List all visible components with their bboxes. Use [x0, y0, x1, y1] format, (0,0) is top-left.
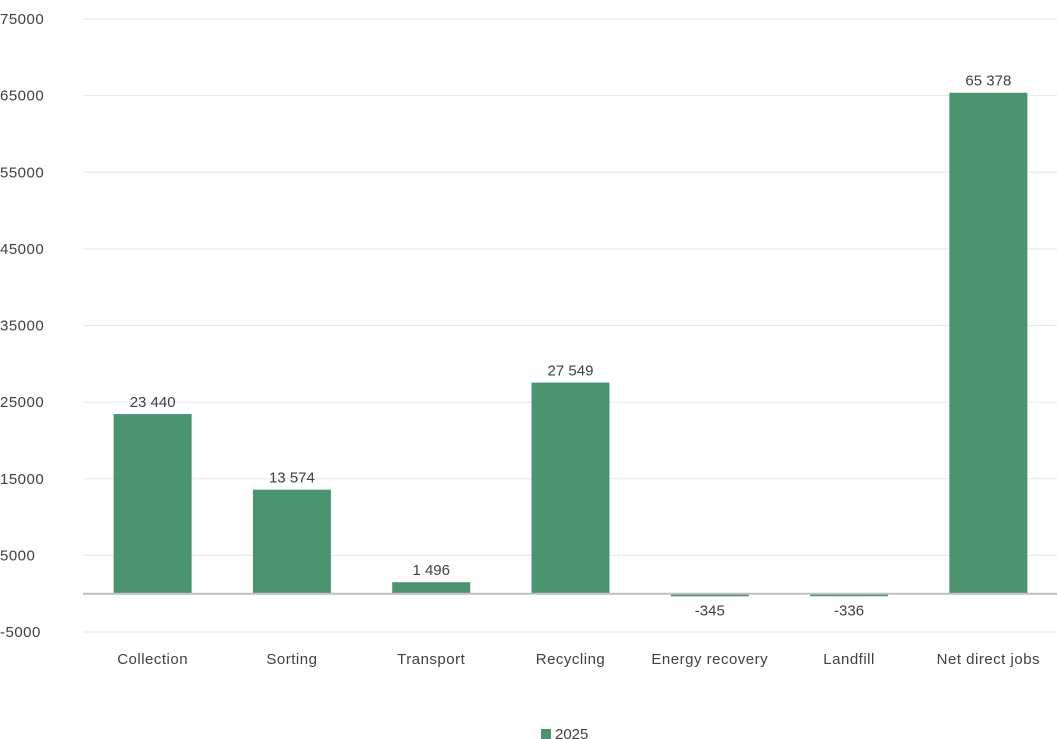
category-label: Energy recovery — [651, 651, 768, 668]
data-label: -345 — [695, 603, 725, 620]
gridlines — [83, 18, 1057, 633]
y-tick-label: 25000 — [0, 394, 44, 411]
category-label: Sorting — [266, 651, 317, 668]
data-labels: 23 440 13 574 1 496 27 549 -345 -336 65 378 — [130, 73, 1012, 620]
bar — [949, 92, 1028, 594]
bar — [810, 593, 889, 597]
y-tick-label: -5000 — [0, 624, 41, 641]
data-label: -336 — [834, 603, 864, 620]
category-label: Recycling — [536, 651, 606, 668]
bar — [113, 414, 192, 594]
y-tick-label: 75000 — [0, 11, 44, 28]
category-label: Net direct jobs — [937, 651, 1040, 668]
category-label: Landfill — [823, 651, 875, 668]
y-axis-ticks: -5000 5000 15000 25000 35000 45000 55000 65000 7… — [0, 11, 44, 641]
data-label: 1 496 — [412, 562, 450, 579]
x-axis-categories: Collection Sorting Transport Recycling Energ… — [117, 651, 1040, 668]
legend-swatch-2025 — [541, 729, 551, 739]
y-tick-label: 45000 — [0, 241, 44, 258]
bars — [113, 92, 1028, 597]
data-label: 23 440 — [130, 394, 176, 411]
category-label: Collection — [117, 651, 188, 668]
category-label: Transport — [397, 651, 465, 668]
data-label: 13 574 — [269, 470, 315, 487]
bar — [531, 382, 610, 594]
bar — [392, 582, 471, 594]
y-tick-label: 15000 — [0, 471, 44, 488]
data-label: 65 378 — [965, 73, 1011, 90]
legend: 2025 — [541, 726, 588, 739]
bar — [670, 593, 749, 597]
y-tick-label: 35000 — [0, 318, 44, 335]
y-tick-label: 55000 — [0, 164, 44, 181]
y-tick-label: 5000 — [0, 547, 35, 564]
y-tick-label: 65000 — [0, 88, 44, 105]
bar — [252, 489, 331, 594]
data-label: 27 549 — [548, 363, 594, 380]
legend-label-2025: 2025 — [555, 726, 588, 739]
